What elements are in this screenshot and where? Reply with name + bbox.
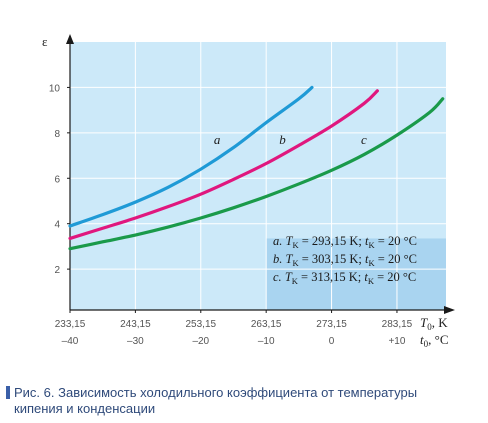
x-tick-label-kelvin: 233,15 — [55, 319, 86, 330]
x-tick-label-kelvin: 263,15 — [251, 319, 282, 330]
curve-label-c: c — [361, 132, 367, 147]
legend-entry-c: c. TK = 313,15 K; tK = 20 °C — [273, 270, 416, 286]
curve-b — [68, 89, 379, 241]
caption-line-1: Рис. 6. Зависимость холодильного коэффиц… — [14, 385, 418, 400]
x-tick-label-celsius: –10 — [258, 336, 275, 347]
chart: 2 4 6 8 10 233,15 –40 243,15 –30 253,15 –20 263,15 –… — [42, 34, 455, 349]
x-axis-label-celsius: t0, °C — [420, 332, 449, 349]
x-tick-label-celsius: –40 — [62, 336, 79, 347]
caption-line-2: кипения и конденсации — [14, 401, 156, 416]
x-tick-label-celsius: 0 — [329, 336, 335, 347]
x-tick-label-kelvin: 243,15 — [120, 319, 151, 330]
caption-bullet — [6, 386, 10, 399]
y-tick-label: 6 — [54, 174, 60, 185]
y-tick-label: 8 — [54, 129, 60, 140]
x-tick-label-kelvin: 273,15 — [316, 319, 347, 330]
curve-c — [68, 97, 445, 251]
x-tick-label-celsius: –30 — [127, 336, 144, 347]
x-tick-label-kelvin: 283,15 — [382, 319, 413, 330]
y-axis-arrow — [66, 34, 74, 44]
y-tick-label: 10 — [49, 83, 61, 94]
curve-a — [68, 85, 314, 228]
figure-caption: Рис. 6. Зависимость холодильного коэффиц… — [6, 385, 482, 417]
curve-label-b: b — [279, 132, 286, 147]
x-axis-label-kelvin: T0, K — [420, 315, 448, 332]
x-tick-label-celsius: +10 — [388, 336, 405, 347]
legend-entry-a: a. TK = 293,15 K; tK = 20 °C — [273, 234, 417, 250]
x-tick-label-celsius: –20 — [192, 336, 209, 347]
legend-box — [266, 238, 446, 310]
curve-label-a: a — [214, 132, 221, 147]
legend-entry-b: b. TK = 303,15 K; tK = 20 °C — [273, 252, 417, 268]
y-axis-label: ε — [42, 34, 48, 49]
y-tick-label: 4 — [54, 220, 60, 231]
y-tick-label: 2 — [54, 265, 60, 276]
x-tick-label-kelvin: 253,15 — [185, 319, 216, 330]
x-axis-arrow — [444, 306, 455, 314]
